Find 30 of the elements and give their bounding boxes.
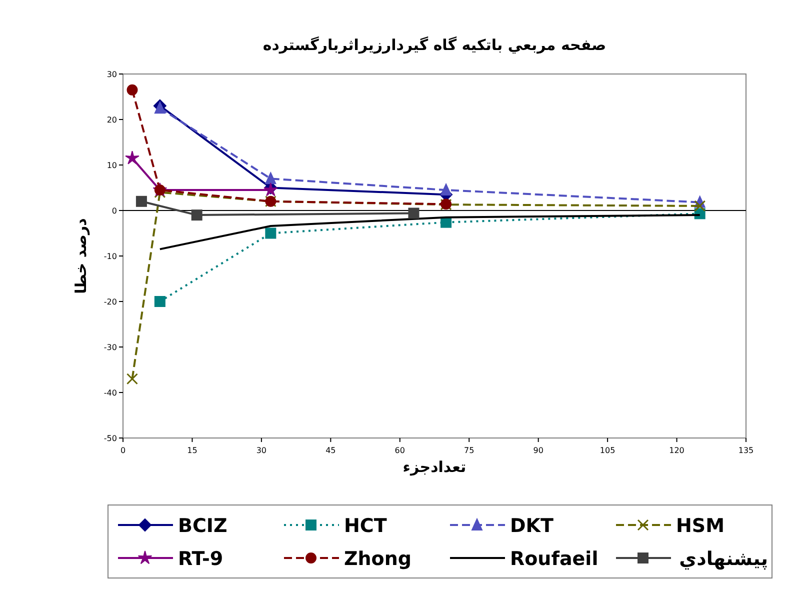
legend-label: BCIZ (178, 515, 228, 537)
y-tick-label: -30 (104, 343, 117, 352)
legend-label: HSM (676, 515, 724, 537)
y-tick-label: 20 (106, 116, 117, 124)
x-tick-label: 0 (120, 446, 126, 455)
y-tick-label: 10 (106, 161, 117, 170)
x-tick-label: 15 (187, 446, 198, 455)
x-tick-label: 60 (394, 446, 405, 455)
x-tick-label: 105 (600, 446, 616, 455)
y-tick-label: 0 (112, 206, 117, 216)
x-tick-label: 75 (464, 446, 474, 455)
x-tick-label: 120 (669, 446, 684, 455)
y-tick-label: -10 (104, 252, 117, 261)
x-axis-title: تعدادجزء (402, 458, 466, 476)
y-axis-title: درصد خطا (72, 218, 90, 294)
y-tick-label: -20 (104, 298, 117, 306)
legend-label: HCT (344, 515, 387, 537)
y-tick-label: -40 (104, 388, 117, 398)
legend-label: پيشنهادي (679, 548, 768, 570)
legend-label: DKT (510, 515, 554, 537)
chart-title: صفحه مربعي باتکيه گاه گيردارزيراثربارگسترده (262, 36, 606, 54)
legend-label: Roufaeil (510, 548, 598, 570)
x-tick-label: 45 (326, 446, 336, 455)
x-tick-label: 30 (256, 446, 267, 455)
x-tick-label: 135 (738, 446, 754, 455)
y-tick-label: 30 (106, 70, 117, 79)
y-tick-label: -50 (104, 434, 117, 443)
legend-label: RT-9 (178, 548, 224, 570)
legend-label: Zhong (344, 548, 412, 570)
x-tick-label: 90 (533, 446, 544, 455)
